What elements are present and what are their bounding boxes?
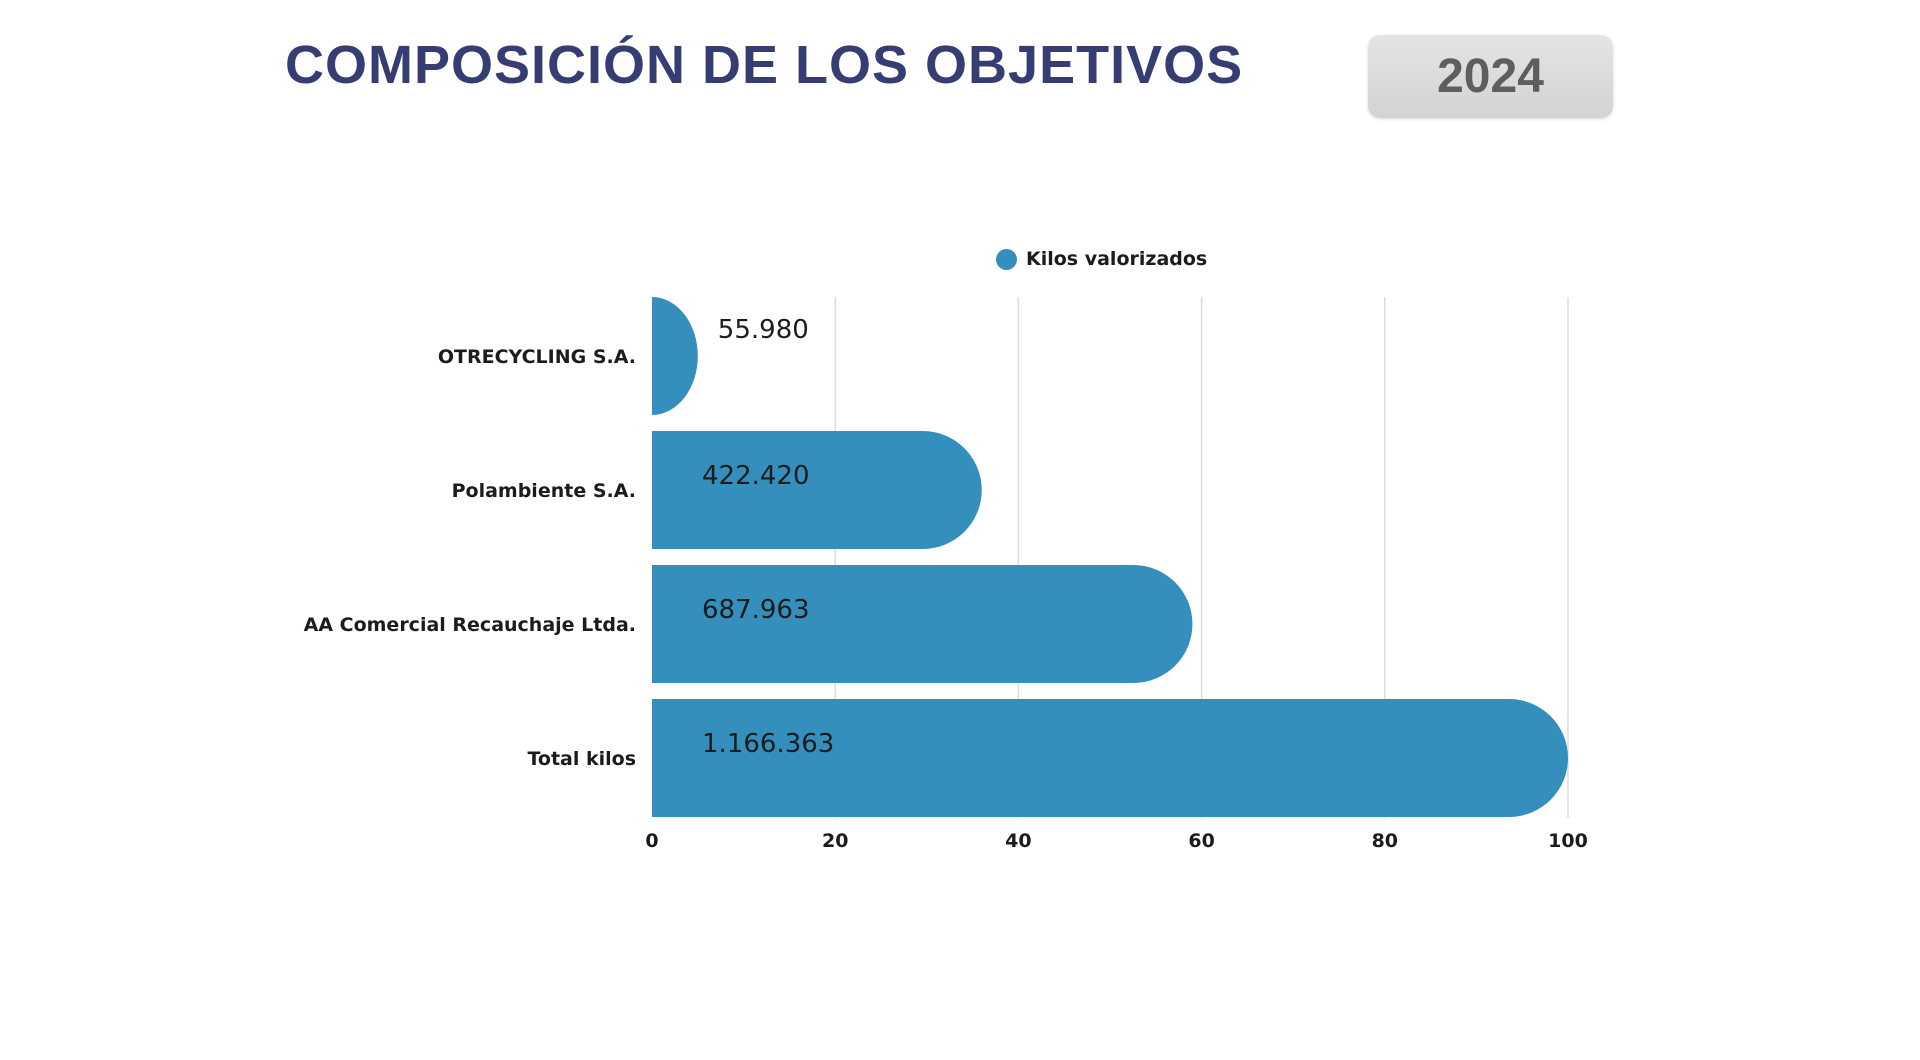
data-label: 1.166.363 [702,729,834,759]
bar [652,297,698,415]
bar [652,431,982,549]
data-label: 422.420 [702,461,810,491]
data-label: 687.963 [702,595,810,625]
category-label: OTRECYCLING S.A. [438,346,636,368]
chart-legend: Kilos valorizados [996,246,1207,272]
category-label: Polambiente S.A. [452,480,636,502]
x-tick-label: 40 [1005,830,1031,852]
category-label: Total kilos [527,748,636,770]
page-title: COMPOSICIÓN DE LOS OBJETIVOS [285,35,1244,95]
x-tick-label: 0 [645,830,658,852]
x-tick-label: 80 [1372,830,1398,852]
x-tick-label: 20 [822,830,848,852]
category-label: AA Comercial Recauchaje Ltda. [304,614,636,636]
x-tick-label: 100 [1548,830,1588,852]
x-tick-label: 60 [1188,830,1214,852]
bar [652,565,1193,683]
bar [652,699,1568,817]
legend-swatch [996,248,1017,270]
year-badge: 2024 [1368,35,1613,118]
data-label: 55.980 [718,315,809,345]
year-label: 2024 [1437,50,1544,103]
legend-label: Kilos valorizados [1026,248,1208,270]
